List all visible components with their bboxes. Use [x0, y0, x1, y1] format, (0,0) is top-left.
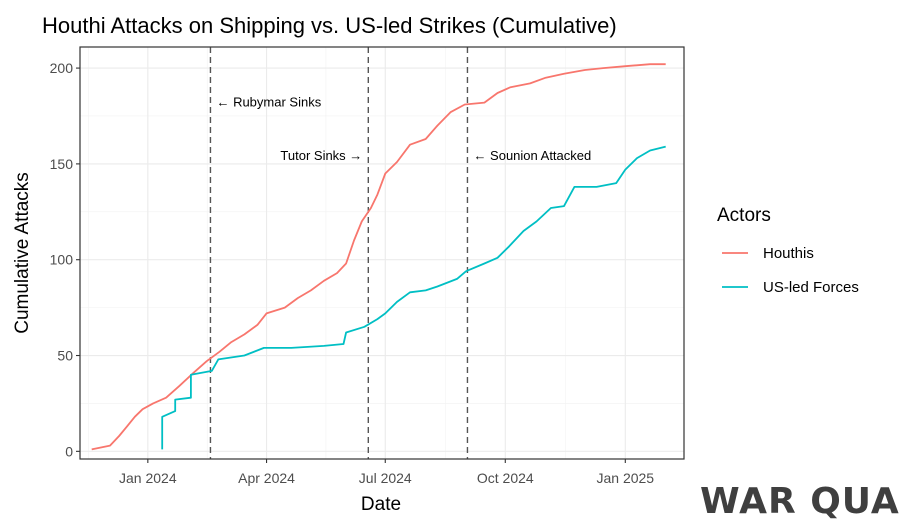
legend-label: Houthis — [763, 245, 814, 262]
x-axis-title: Date — [361, 494, 401, 515]
x-tick-label: Jul 2024 — [359, 470, 412, 486]
y-tick-label: 100 — [50, 252, 74, 268]
y-tick-label: 150 — [50, 156, 74, 172]
x-tick-label: Oct 2024 — [477, 470, 534, 486]
watermark-text: WAR QUANTS — [700, 481, 900, 522]
series-lines — [91, 63, 666, 451]
y-tick-label: 50 — [57, 348, 73, 364]
legend: Actors Houthis US-led Forces — [717, 205, 859, 296]
panel-border — [79, 46, 685, 460]
series-line-us-led-forces — [161, 145, 666, 450]
grid-major — [80, 47, 684, 459]
event-annotation: ← Rubymar Sinks — [216, 95, 321, 110]
legend-title: Actors — [717, 205, 771, 226]
watermark-logo: WAR QUANTS — [700, 481, 900, 522]
grid-minor — [80, 47, 684, 459]
event-annotation: ← Sounion Attacked — [473, 148, 591, 163]
event-lines — [209, 47, 469, 459]
series-line-houthis — [91, 63, 666, 451]
y-tick-label: 200 — [50, 60, 74, 76]
chart-title: Houthi Attacks on Shipping vs. US-led St… — [42, 13, 617, 38]
panel-background — [80, 47, 684, 459]
annotations: ← Rubymar Sinks Tutor Sinks → ← Sounion At… — [216, 95, 591, 164]
y-axis: 0 50 100 150 200 — [50, 60, 80, 459]
x-axis: Jan 2024 Apr 2024 Jul 2024 Oct 2024 Jan 2025 — [119, 459, 654, 486]
event-annotation: Tutor Sinks → — [280, 148, 362, 163]
y-tick-label: 0 — [65, 443, 73, 459]
plot-panel: ← Rubymar Sinks Tutor Sinks → ← Sounion At… — [79, 46, 685, 460]
x-tick-label: Jan 2024 — [119, 470, 177, 486]
legend-label: US-led Forces — [763, 279, 859, 296]
x-tick-label: Jan 2025 — [596, 470, 654, 486]
x-tick-label: Apr 2024 — [238, 470, 295, 486]
legend-items: Houthis US-led Forces — [722, 245, 859, 296]
y-axis-title: Cumulative Attacks — [12, 172, 33, 334]
